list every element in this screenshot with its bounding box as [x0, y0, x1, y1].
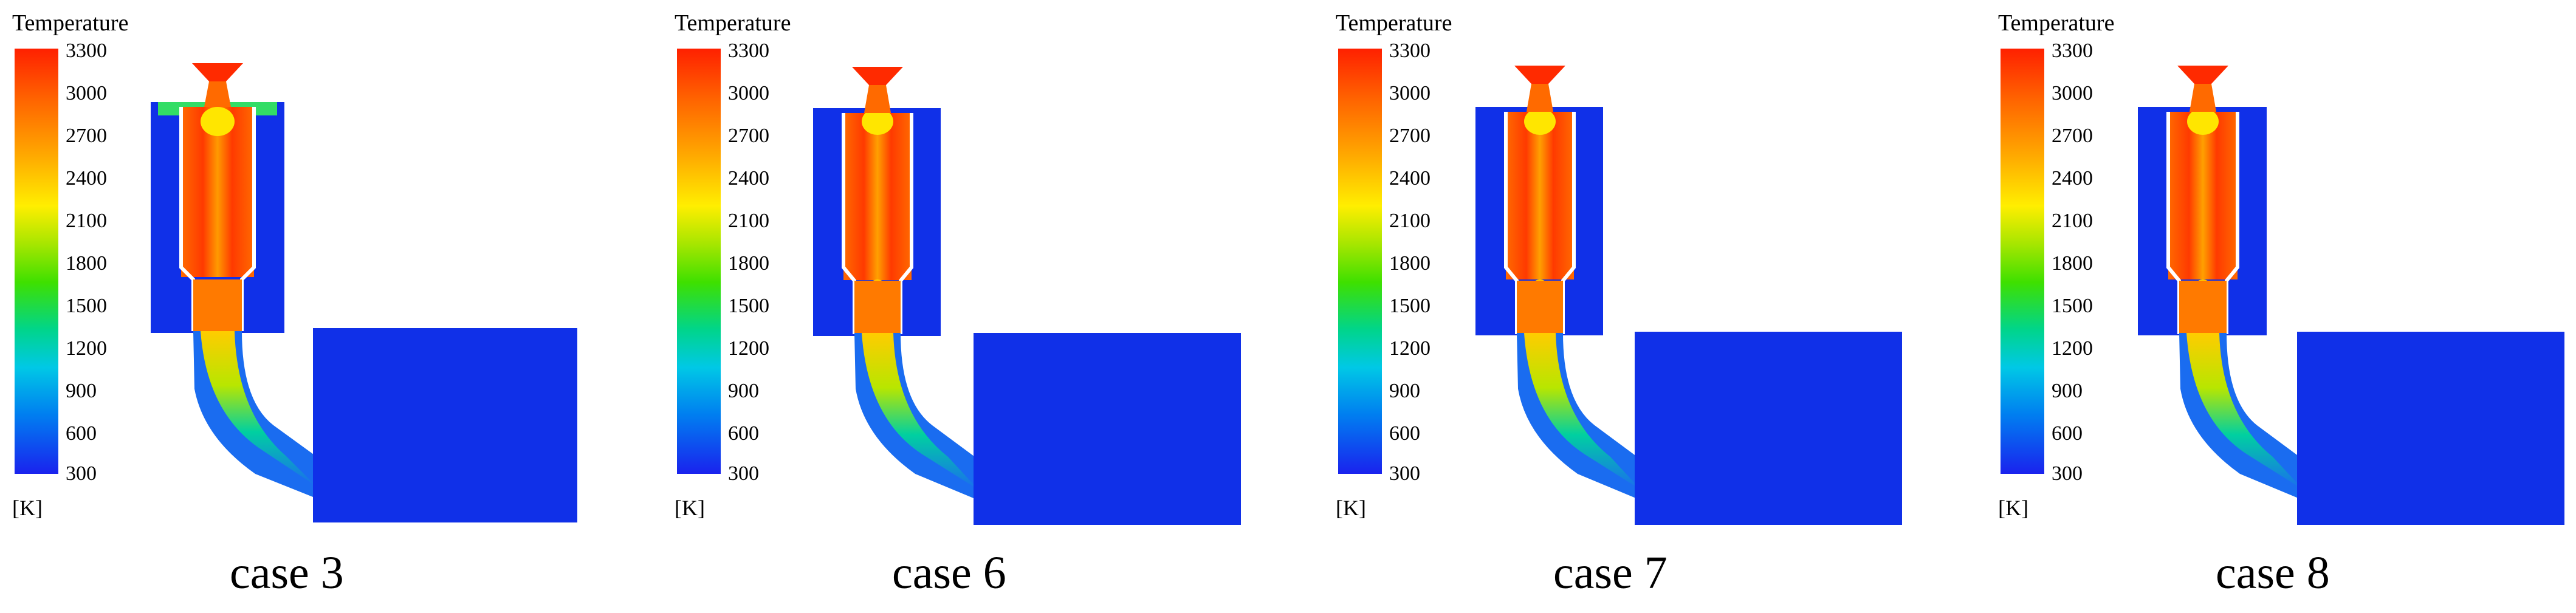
- hot-spot: [2187, 108, 2219, 135]
- panel-case-3: Temperature 3300 3000 2700 2400 2100 180…: [0, 0, 656, 613]
- hot-spot: [862, 108, 893, 135]
- tick-label: 1200: [66, 337, 107, 360]
- mixing-chamber: [2297, 332, 2564, 525]
- temperature-contour: [1475, 66, 1902, 525]
- panel-case-6: Temperature 3300 3000 2700 2400 2100 180…: [662, 0, 1319, 613]
- tick-label: 2700: [66, 125, 107, 147]
- tick-label: 1200: [1389, 337, 1431, 360]
- temperature-contour: [151, 63, 577, 522]
- tick-label: 3000: [2052, 82, 2093, 104]
- tick-label: 900: [1389, 380, 1420, 402]
- case-label: case 8: [2216, 547, 2330, 598]
- plume: [193, 331, 486, 522]
- throat: [2179, 281, 2227, 335]
- combustion-chamber: [1506, 112, 1574, 279]
- plume: [854, 333, 1149, 522]
- tick-label: 3300: [2052, 39, 2093, 62]
- plume: [2179, 333, 2472, 522]
- tick-label: 3300: [1389, 39, 1431, 62]
- legend-title: Temperature: [12, 10, 129, 36]
- tick-label: 900: [66, 380, 97, 402]
- tick-label: 300: [66, 462, 97, 485]
- injector-cap: [1514, 66, 1565, 84]
- tick-label: 1200: [728, 337, 769, 360]
- temperature-contour: [2138, 66, 2564, 525]
- throat: [193, 279, 242, 334]
- unit-label: [K]: [1336, 496, 1366, 520]
- tick-label: 3000: [66, 82, 107, 104]
- temperature-contour: [813, 67, 1241, 525]
- tick-label: 1800: [66, 252, 107, 275]
- tick-label: 2400: [1389, 167, 1431, 190]
- tick-label: 1500: [1389, 295, 1431, 317]
- injector-cap: [2177, 66, 2228, 84]
- plume-core: [201, 331, 316, 486]
- plume-core: [862, 333, 978, 490]
- case-label: case 3: [230, 547, 344, 598]
- tick-label: 600: [2052, 422, 2083, 445]
- plume: [1517, 333, 1810, 522]
- tick-label: 600: [728, 422, 759, 445]
- mixing-chamber: [313, 328, 577, 522]
- tick-label: 300: [728, 462, 759, 485]
- tick-label: 2400: [728, 167, 769, 190]
- tick-label: 2100: [728, 210, 769, 232]
- case-label: case 6: [892, 547, 1006, 598]
- tick-label: 900: [728, 380, 759, 402]
- unit-label: [K]: [675, 496, 705, 520]
- combustion-chamber: [843, 113, 912, 280]
- hot-spot: [1524, 108, 1556, 135]
- plume-core: [2186, 333, 2303, 490]
- hot-spot: [201, 107, 235, 136]
- tick-label: 1500: [2052, 295, 2093, 317]
- tick-label: 1500: [66, 295, 107, 317]
- tick-label: 900: [2052, 380, 2083, 402]
- throat: [1517, 281, 1563, 335]
- tick-label: 1800: [728, 252, 769, 275]
- tick-label: 1500: [728, 295, 769, 317]
- tick-label: 300: [1389, 462, 1420, 485]
- injector-neck: [2190, 84, 2216, 112]
- tick-label: 600: [66, 422, 97, 445]
- mixing-chamber: [1635, 332, 1902, 525]
- panel-case-7: Temperature 3300 3000 2700 2400 2100 180…: [1324, 0, 1980, 613]
- tick-label: 300: [2052, 462, 2083, 485]
- combustion-chamber: [2168, 112, 2238, 279]
- injector-neck: [204, 81, 231, 107]
- tick-label: 2700: [2052, 125, 2093, 147]
- mixing-chamber: [974, 333, 1241, 525]
- tick-label: 2700: [728, 125, 769, 147]
- unit-label: [K]: [1998, 496, 2028, 520]
- unit-label: [K]: [12, 496, 43, 520]
- tick-label: 3300: [66, 39, 107, 62]
- plume-core: [1524, 333, 1641, 490]
- panel-case-8: Temperature 3300 3000 2700 2400 2100 180…: [1986, 0, 2576, 613]
- injector-cap: [192, 63, 243, 81]
- tick-label: 1800: [1389, 252, 1431, 275]
- tick-label: 3300: [728, 39, 769, 62]
- tick-label: 2100: [2052, 210, 2093, 232]
- temperature-colorbar: [2001, 49, 2044, 474]
- tick-label: 2100: [1389, 210, 1431, 232]
- legend-title: Temperature: [1336, 10, 1452, 36]
- tick-label: 2400: [66, 167, 107, 190]
- tick-label: 600: [1389, 422, 1420, 445]
- temperature-colorbar: [1338, 49, 1382, 474]
- tick-label: 3000: [728, 82, 769, 104]
- legend-title: Temperature: [1998, 10, 2115, 36]
- case-label: case 7: [1553, 547, 1668, 598]
- tick-label: 2700: [1389, 125, 1431, 147]
- tick-label: 2400: [2052, 167, 2093, 190]
- injector-cap: [852, 67, 903, 85]
- legend-title: Temperature: [675, 10, 791, 36]
- injector-neck: [1527, 84, 1553, 112]
- tick-label: 1200: [2052, 337, 2093, 360]
- tick-label: 3000: [1389, 82, 1431, 104]
- temperature-colorbar: [15, 49, 58, 474]
- injector-neck: [864, 85, 891, 113]
- tick-label: 1800: [2052, 252, 2093, 275]
- throat: [854, 281, 901, 335]
- tick-label: 2100: [66, 210, 107, 232]
- temperature-colorbar: [677, 49, 721, 474]
